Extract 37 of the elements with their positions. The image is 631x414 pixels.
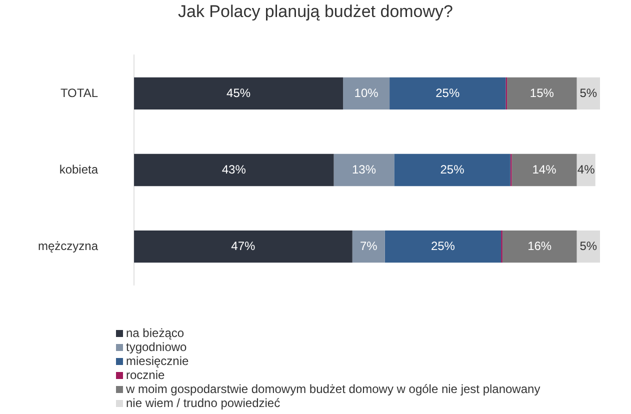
bar <box>134 154 334 186</box>
legend-label: miesięcznie <box>126 354 189 368</box>
y-tick-label: TOTAL <box>60 86 98 100</box>
data-label: 45% <box>226 86 251 100</box>
data-label: 13% <box>352 162 376 176</box>
data-label: 25% <box>436 86 460 100</box>
bar <box>343 77 390 110</box>
bar <box>507 77 577 110</box>
data-label: 25% <box>430 238 456 253</box>
legend-label: tygodniowo <box>126 340 187 354</box>
data-label: 4% <box>577 162 596 176</box>
bar <box>334 154 394 186</box>
bar <box>134 77 344 110</box>
legend-label: nie wiem / trudno powiedzieć <box>126 396 280 410</box>
bar <box>384 230 502 263</box>
data-label: 16% <box>528 238 552 253</box>
data-label: 14% <box>532 162 557 176</box>
legend-label: rocznie <box>126 368 165 382</box>
data-label: 5% <box>580 238 598 253</box>
bar <box>512 154 577 186</box>
data-label: 10% <box>354 86 379 100</box>
data-label: 7% <box>360 238 378 253</box>
bar <box>134 230 352 263</box>
bar <box>352 230 385 263</box>
data-label: 25% <box>440 162 465 176</box>
data-label: 43% <box>222 162 246 176</box>
chart-title: Jak Polacy planują budżet domowy? <box>177 2 454 22</box>
y-tick-label: mężczyzna <box>38 238 98 253</box>
y-tick-label: kobieta <box>59 162 98 176</box>
bar <box>394 154 510 186</box>
data-label: 15% <box>530 86 554 100</box>
data-label: 47% <box>231 238 256 253</box>
bar <box>502 230 577 263</box>
legend-label: w moim gospodarstwie domowym budżet domowy w ogóle nie jest planowany <box>126 382 540 396</box>
bar <box>390 77 506 110</box>
data-label: 5% <box>580 86 598 100</box>
legend-label: na bieżąco <box>126 326 184 340</box>
